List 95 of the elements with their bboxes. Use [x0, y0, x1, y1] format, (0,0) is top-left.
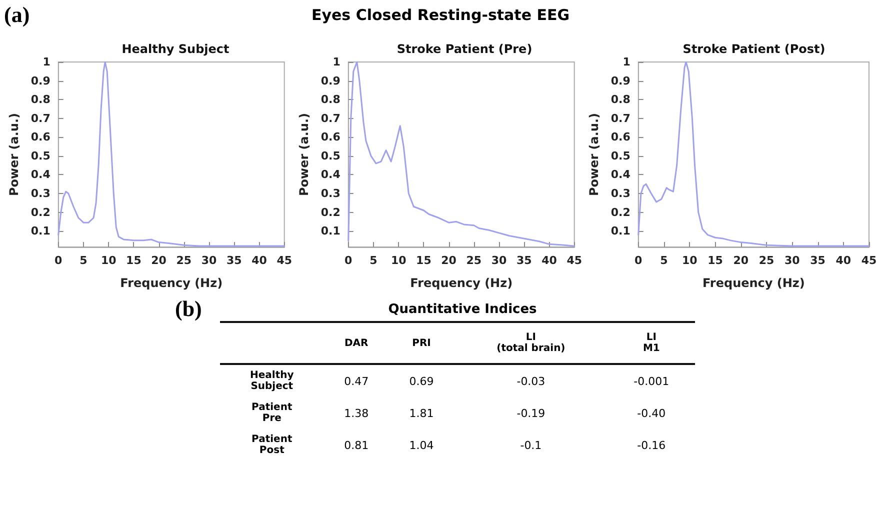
text: -0.001	[634, 374, 670, 388]
y-tick-label: 0.2	[610, 206, 630, 219]
x-tick-label: 40	[252, 254, 268, 267]
y-axis-title: Power (a.u.)	[587, 112, 601, 196]
text: -0.40	[637, 406, 666, 420]
y-tick-label: 0.5	[610, 149, 630, 162]
x-tick-label: 0	[634, 254, 643, 267]
x-tick-label: 25	[176, 254, 192, 267]
y-tick-label: 0.7	[30, 112, 50, 125]
text: 1.04	[409, 438, 434, 452]
x-tick-label: 20	[151, 254, 167, 267]
y-tick-label: 0.4	[320, 168, 341, 182]
x-tick-label: 35	[516, 254, 532, 267]
x-tick-label: 5	[80, 254, 88, 267]
y-tick-label: 0.1	[30, 224, 50, 238]
category-label: Patient Pre	[252, 402, 292, 424]
x-tick-label: 25	[758, 254, 774, 267]
y-tick-label: 0.6	[320, 130, 341, 144]
y-tick-label: 0.6	[30, 130, 51, 144]
x-tick-label: 0	[344, 254, 353, 267]
x-tick-label: 10	[100, 254, 117, 267]
x-tick-label: 5	[660, 254, 668, 267]
text: Quantitative Indices	[387, 301, 538, 319]
y-tick-label: 0.9	[610, 74, 630, 88]
y-tick-label: 0.8	[30, 93, 50, 106]
x-tick-label: 40	[836, 254, 852, 267]
x-tick-label: 30	[201, 254, 218, 267]
x-tick-label: 15	[126, 254, 142, 267]
x-tick-label: 20	[441, 254, 457, 267]
y-tick-label: 1	[622, 56, 630, 68]
y-tick-label: 1	[332, 56, 340, 68]
text: 0.81	[344, 438, 369, 452]
line-series	[58, 61, 286, 247]
text: -0.1	[520, 438, 542, 452]
chart-title: Healthy Subject	[122, 42, 230, 56]
y-tick-label: 0.3	[610, 186, 630, 200]
x-tick-label: 15	[416, 254, 432, 267]
y-tick-label: 0.4	[30, 168, 51, 182]
x-tick-label: 35	[226, 254, 242, 267]
text: 1.38	[344, 406, 369, 420]
y-tick-label: 0.7	[610, 112, 630, 125]
y-tick-label: 1	[42, 56, 50, 68]
y-tick-label: 0.5	[320, 149, 340, 162]
x-tick-label: 45	[566, 254, 582, 267]
x-tick-label: 15	[708, 254, 723, 267]
text: -0.03	[516, 374, 546, 388]
chart-title: Stroke Patient (Post)	[682, 42, 826, 56]
x-tick-label: 0	[54, 254, 63, 267]
y-tick-label: 0.3	[320, 186, 340, 200]
x-tick-label: 20	[733, 254, 749, 267]
x-tick-label: 10	[390, 254, 407, 267]
y-tick-label: 0.4	[610, 168, 631, 182]
category-label: LI M1	[642, 331, 661, 356]
text: 1.81	[409, 406, 434, 420]
x-tick-label: 30	[784, 254, 800, 267]
y-axis-title: Power (a.u.)	[7, 112, 21, 196]
y-tick-label: 0.2	[30, 206, 50, 219]
text: -0.16	[637, 438, 666, 452]
x-axis-title: Frequency (Hz)	[120, 276, 223, 290]
y-tick-label: 0.1	[320, 224, 340, 238]
chart-title: Stroke Patient (Pre)	[396, 42, 532, 56]
y-tick-label: 0.8	[320, 93, 340, 106]
y-tick-label: 0.8	[610, 93, 630, 106]
line-series	[348, 61, 576, 247]
x-tick-label: 10	[682, 254, 698, 267]
y-tick-label: 0.9	[320, 74, 340, 88]
x-tick-label: 35	[810, 254, 826, 267]
y-tick-label: 0.9	[30, 74, 50, 88]
x-axis-title: Frequency (Hz)	[702, 276, 805, 290]
x-tick-label: 30	[491, 254, 508, 267]
text: Eyes Closed Resting-state EEG	[311, 6, 570, 24]
text: -0.19	[516, 406, 546, 420]
x-tick-label: 40	[542, 254, 558, 267]
y-tick-label: 0.3	[30, 186, 50, 200]
text: 0.69	[409, 374, 434, 388]
y-tick-label: 0.6	[610, 130, 631, 144]
text: (b)	[175, 296, 202, 322]
x-tick-label: 45	[861, 254, 877, 267]
line-series	[638, 61, 870, 247]
y-axis-title: Power (a.u.)	[297, 112, 311, 196]
text: (a)	[4, 2, 30, 28]
category-label: Patient Post	[252, 434, 292, 456]
category-label: Healthy Subject	[250, 370, 294, 392]
x-tick-label: 25	[466, 254, 482, 267]
category-label: DAR	[343, 336, 370, 350]
x-axis-title: Frequency (Hz)	[410, 276, 513, 290]
y-tick-label: 0.5	[30, 149, 50, 162]
y-tick-label: 0.2	[320, 206, 340, 219]
x-tick-label: 45	[276, 254, 292, 267]
y-tick-label: 0.7	[320, 112, 340, 125]
x-tick-label: 5	[370, 254, 378, 267]
category-label: PRI	[411, 336, 432, 350]
text: 0.47	[344, 374, 369, 388]
y-tick-label: 0.1	[610, 224, 630, 238]
category-label: LI (total brain)	[496, 331, 566, 356]
